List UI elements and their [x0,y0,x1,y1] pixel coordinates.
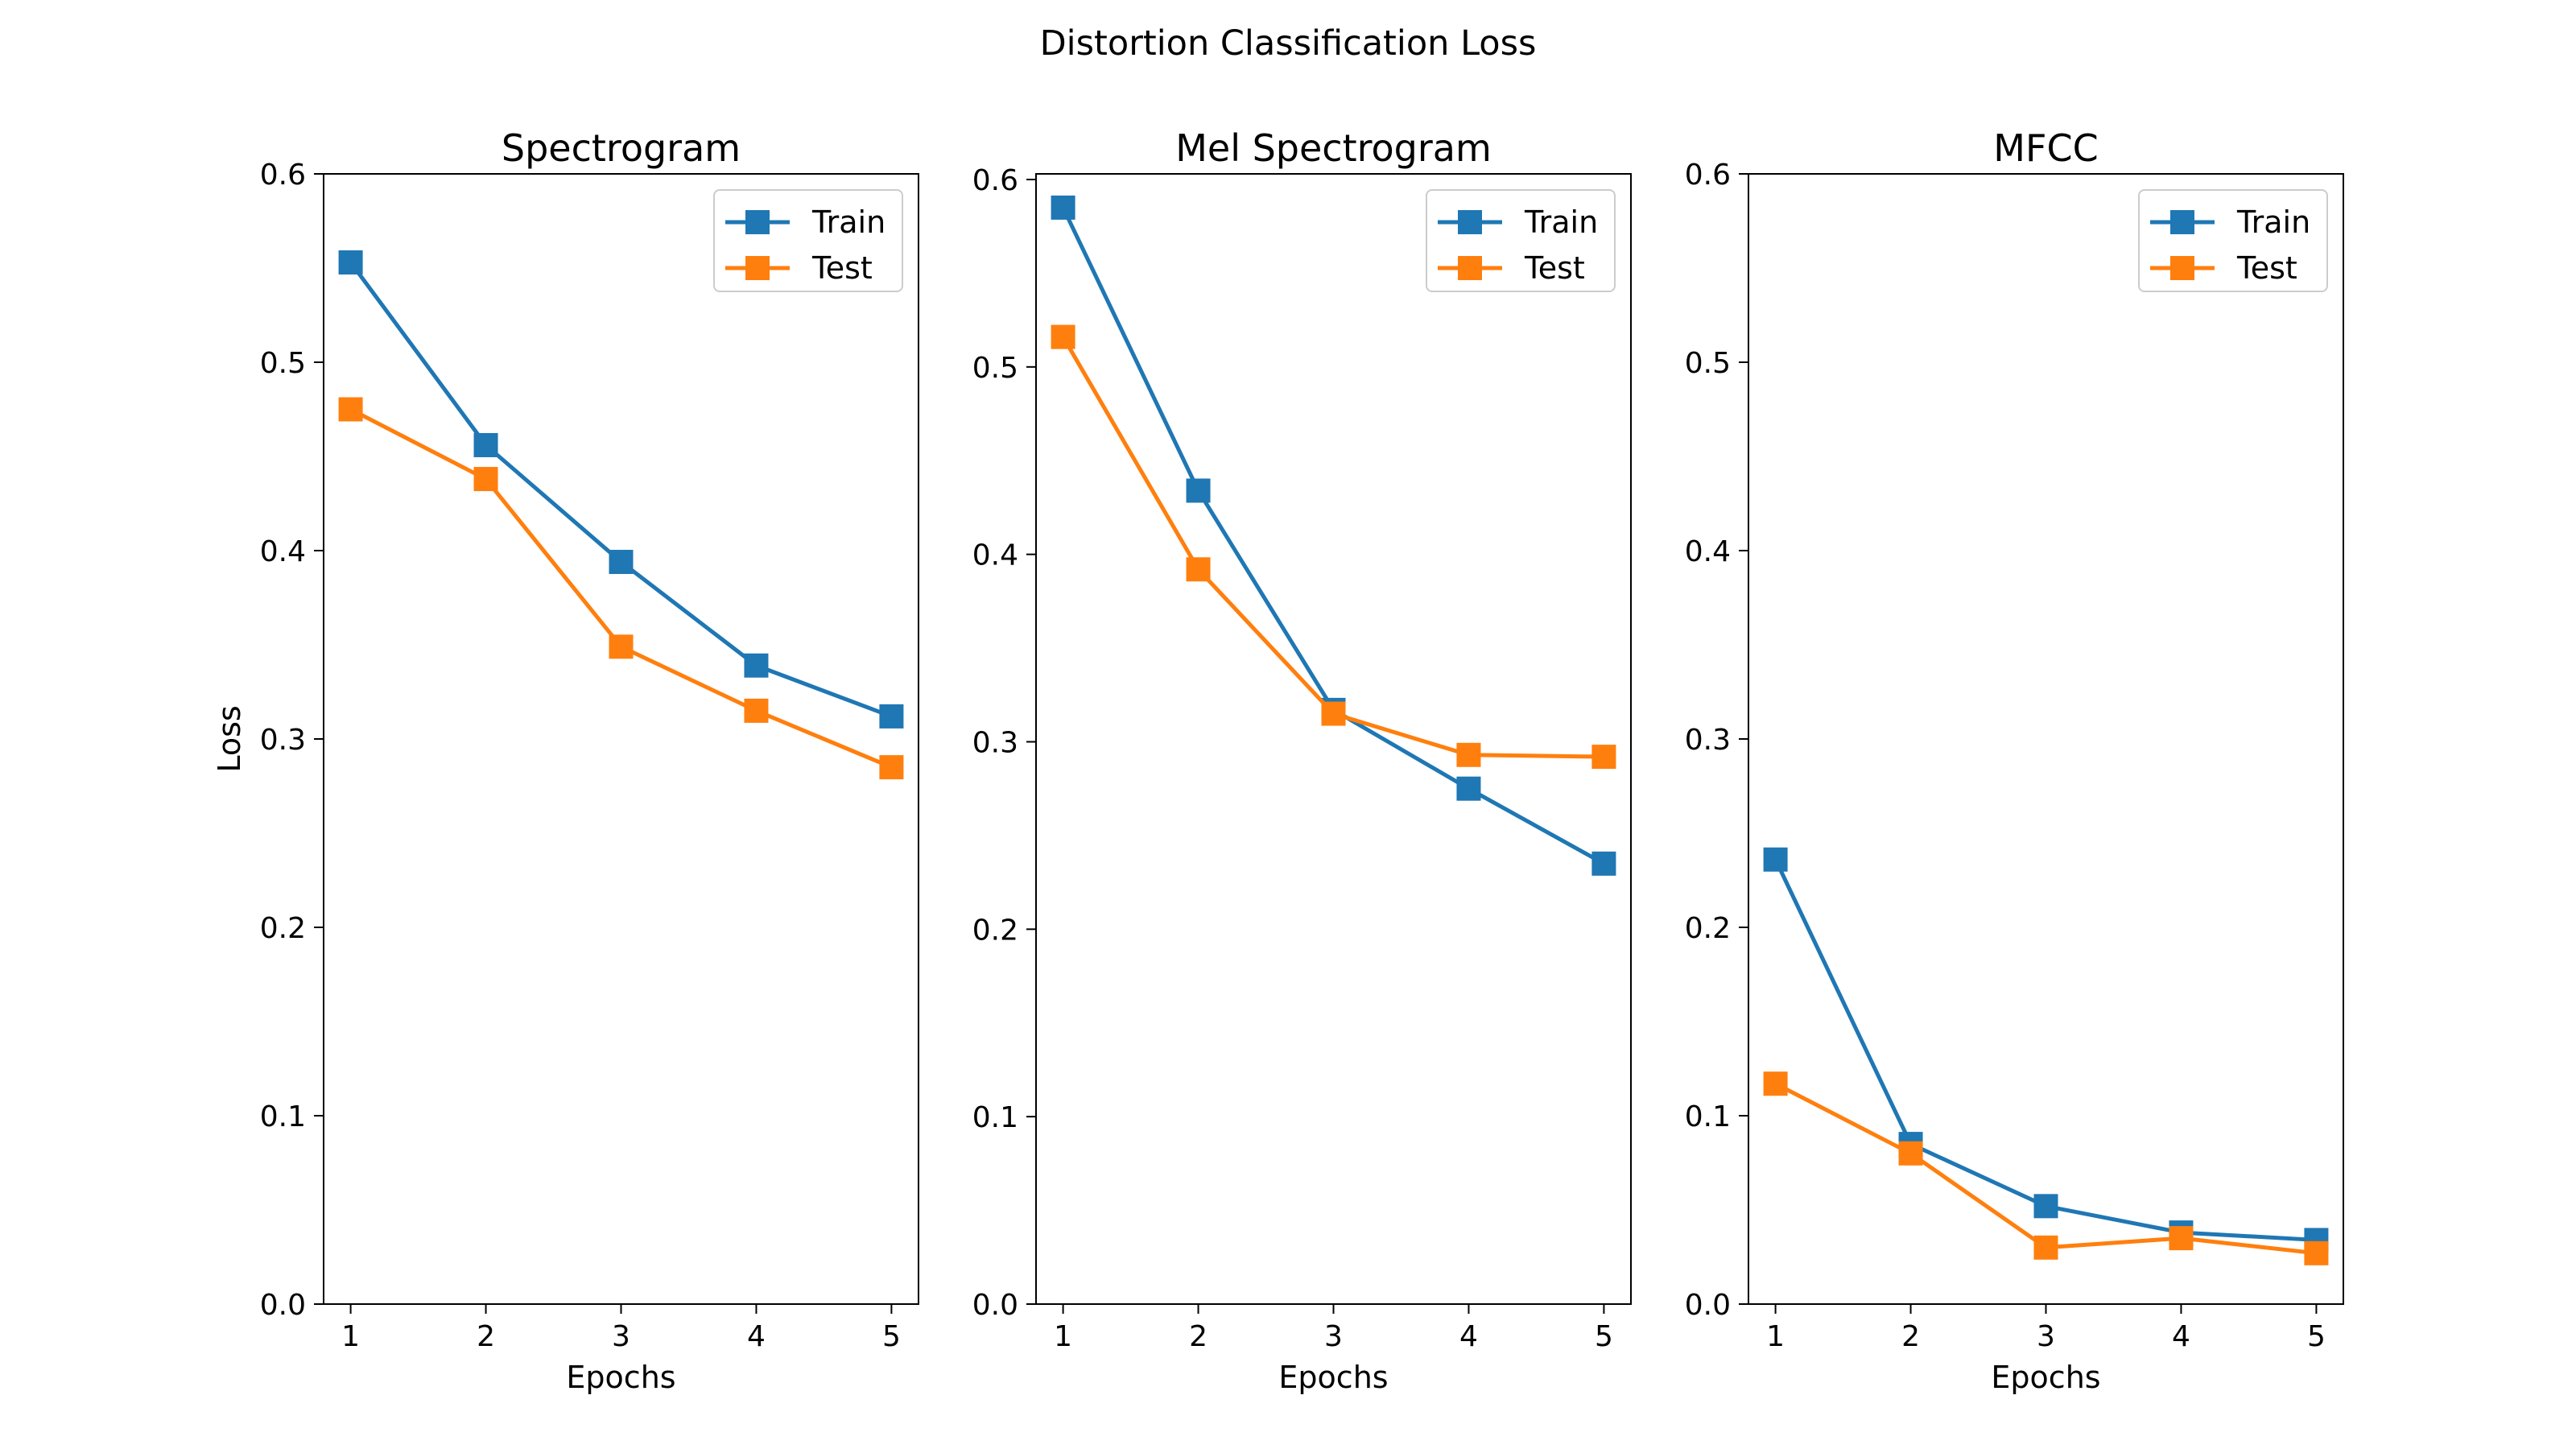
data-point-train [1591,851,1616,876]
y-tick-label: 0.0 [1685,1289,1731,1322]
y-tick-label: 0.3 [1685,724,1731,757]
panel-title: Mel Spectrogram [1175,126,1492,170]
x-tick-label: 1 [1054,1320,1072,1353]
data-point-train [2033,1194,2058,1219]
x-tick-label: 2 [1901,1320,1920,1353]
legend-marker-train [745,210,770,234]
data-point-train [1763,847,1788,872]
y-tick-label: 0.4 [260,535,306,568]
data-point-train [1051,195,1075,220]
series-line-test [1061,336,1604,759]
legend-label-train: Train [1524,204,1598,240]
y-tick-label: 0.6 [1685,159,1731,192]
y-tick-label: 0.1 [260,1100,306,1133]
legend-label-test: Test [1524,250,1585,286]
x-tick-label: 1 [341,1320,360,1353]
y-tick-label: 0.5 [260,347,306,380]
legend-marker-test [1458,256,1482,280]
data-point-train [879,704,904,729]
x-tick-label: 2 [1189,1320,1208,1353]
data-point-test [1591,745,1616,770]
legend-marker-test [2170,256,2194,280]
panel-title: MFCC [1993,126,2098,170]
legend: Train Test [713,189,903,292]
plot-area-frame [1035,173,1632,1305]
y-tick-label: 0.2 [260,912,306,945]
y-tick-label: 0.1 [972,1101,1018,1134]
data-point-train [1456,776,1481,801]
x-tick-label: 5 [882,1320,901,1353]
y-tick-label: 0.0 [260,1289,306,1322]
data-point-train [744,653,769,678]
y-tick-label: 0.6 [260,159,306,192]
x-tick-label: 1 [1766,1320,1785,1353]
data-point-test [1321,701,1346,726]
legend: Train Test [1426,189,1616,292]
y-tick-label: 0.4 [1685,535,1731,568]
data-point-train [1186,478,1211,503]
x-tick-label: 3 [2037,1320,2055,1353]
data-point-test [1763,1071,1788,1096]
data-point-train [473,432,498,457]
y-tick-label: 0.0 [972,1289,1018,1322]
panel-mfcc: MFCC 1 2 3 4 5 0.0 0.1 0.2 0.3 0.4 0.5 0.6 Epochs Trai… [1685,126,2344,1395]
data-point-test [1186,557,1211,582]
legend-label-test: Test [811,250,873,286]
data-point-test [609,634,634,659]
x-tick-label: 2 [477,1320,495,1353]
y-axis-label: Loss [212,705,247,772]
x-tick-label: 4 [2172,1320,2190,1353]
y-tick-label: 0.5 [1685,347,1731,380]
y-tick-label: 0.2 [972,914,1018,947]
panel-spectrogram: Spectrogram 1 2 3 4 5 0.0 0.1 0.2 0.3 0.4 0.5 0.6 Epo… [212,126,919,1395]
panel-mel-spectrogram: Mel Spectrogram 1 2 3 4 5 0.0 0.1 0.2 0.3 0.4 0.5 0.… [972,126,1632,1395]
legend: Train Test [2138,189,2328,292]
plot-area-frame [1748,173,2344,1305]
data-point-test [879,755,904,780]
legend-label-train: Train [2236,204,2310,240]
x-tick-label: 4 [747,1320,766,1353]
legend-marker-test [745,256,770,280]
data-point-test [744,698,769,723]
x-axis-label: Epochs [1278,1360,1388,1395]
data-point-train [338,250,363,275]
legend-label-test: Test [2236,250,2297,286]
x-tick-label: 5 [2307,1320,2326,1353]
series-line-test [349,407,893,770]
data-point-test [2304,1240,2329,1265]
panel-title: Spectrogram [502,126,741,170]
figure-title: Distortion Classification Loss [1040,23,1537,64]
x-tick-label: 3 [1324,1320,1343,1353]
x-axis-label: Epochs [566,1360,675,1395]
data-point-test [338,397,363,422]
data-point-test [1898,1141,1923,1166]
legend-label-train: Train [811,204,886,240]
data-point-test [2033,1235,2058,1260]
legend-marker-train [1458,210,1482,234]
x-tick-label: 5 [1595,1320,1613,1353]
y-tick-label: 0.6 [972,164,1018,197]
y-tick-label: 0.1 [1685,1100,1731,1133]
data-point-train [609,550,634,575]
x-tick-label: 4 [1459,1320,1478,1353]
data-point-test [2169,1226,2194,1251]
data-point-test [1051,324,1075,349]
data-point-test [473,467,498,492]
y-tick-label: 0.5 [972,352,1018,385]
y-tick-label: 0.3 [260,724,306,757]
y-tick-label: 0.3 [972,726,1018,759]
x-axis-label: Epochs [1991,1360,2100,1395]
x-tick-label: 3 [612,1320,630,1353]
data-point-test [1456,742,1481,767]
legend-marker-train [2170,210,2194,234]
y-tick-label: 0.2 [1685,912,1731,945]
series-line-train [1773,858,2317,1242]
y-tick-label: 0.4 [972,539,1018,572]
series-line-test [1774,1081,2317,1256]
series-line-train [1061,206,1605,866]
